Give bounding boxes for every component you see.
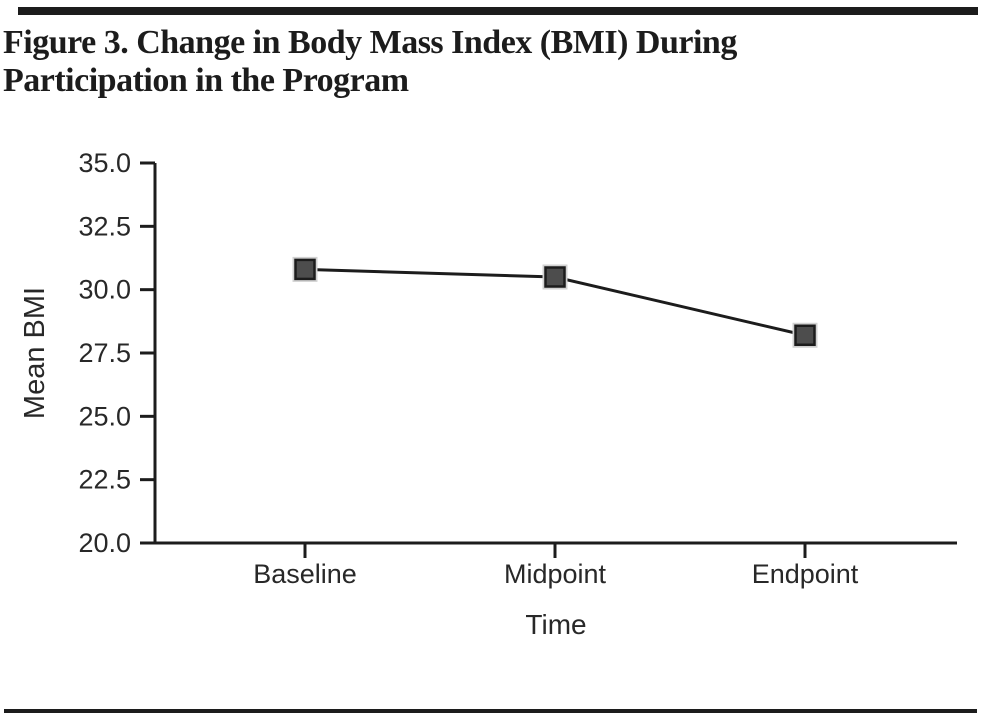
y-axis-title: Mean BMI — [19, 287, 51, 419]
x-tick-label: Baseline — [253, 559, 357, 589]
y-tick-label: 32.5 — [78, 211, 131, 241]
y-tick-label: 27.5 — [78, 338, 131, 368]
figure-title-line-2: Participation in the Program — [3, 62, 409, 99]
data-marker — [544, 266, 566, 288]
figure-title: Figure 3. Change in Body Mass Index (BMI… — [3, 24, 863, 100]
x-tick-label: Midpoint — [504, 559, 607, 589]
x-axis-title: Time — [525, 609, 586, 640]
y-tick-label: 35.0 — [78, 148, 131, 178]
data-marker — [294, 258, 316, 281]
y-tick-label: 25.0 — [78, 401, 131, 431]
data-marker — [794, 324, 816, 347]
data-marker-halo — [542, 264, 568, 290]
figure-title-line-1: Figure 3. Change in Body Mass Index (BMI… — [3, 24, 737, 61]
data-marker-halo — [292, 256, 318, 282]
top-rule — [18, 7, 978, 15]
y-tick-label: 22.5 — [78, 465, 131, 495]
y-tick-label: 20.0 — [78, 528, 131, 558]
x-tick-label: Endpoint — [752, 559, 859, 589]
data-marker-halo — [792, 322, 818, 348]
y-tick-label: 30.0 — [78, 275, 131, 305]
bottom-rule — [4, 709, 977, 713]
